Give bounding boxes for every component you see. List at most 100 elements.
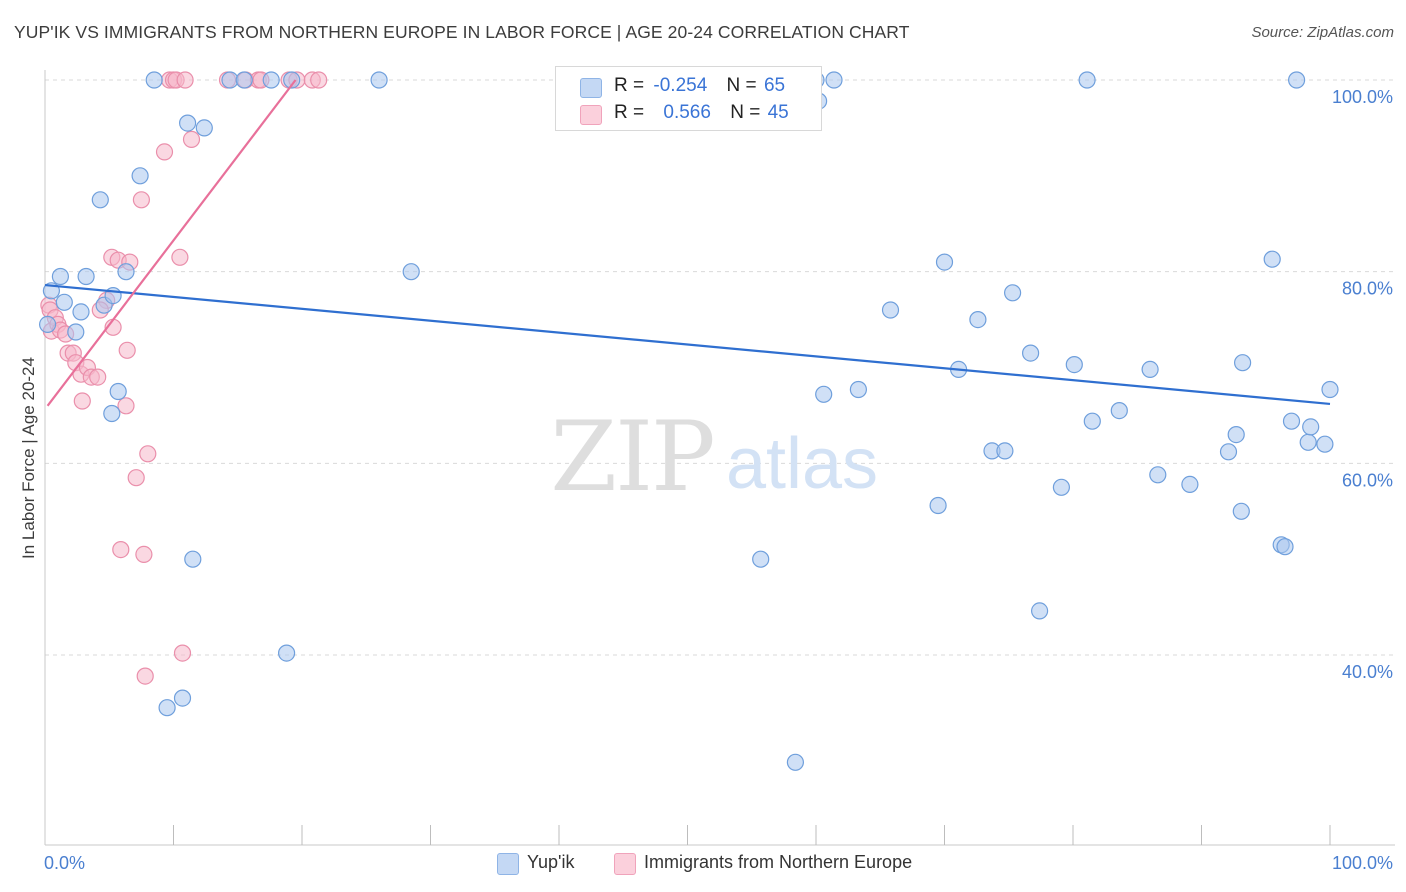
watermark: ZIP atlas xyxy=(550,401,878,513)
point-yupik xyxy=(51,267,70,286)
y-axis-label: In Labor Force | Age 20-24 xyxy=(19,357,38,559)
point-yupik xyxy=(195,119,213,137)
trend-line-yupik xyxy=(44,283,1331,406)
point-immigrants xyxy=(117,397,135,415)
point-immigrants xyxy=(173,644,192,662)
point-yupik xyxy=(1110,402,1128,420)
point-yupik xyxy=(1276,538,1294,556)
point-yupik xyxy=(849,380,868,399)
point-immigrants xyxy=(132,191,150,209)
tick-labels: 40.0% 60.0% 80.0% 100.0% 0.0% 100.0% xyxy=(44,87,1393,873)
point-yupik xyxy=(72,303,90,321)
point-yupik xyxy=(1003,284,1022,302)
point-immigrants xyxy=(127,469,145,487)
point-yupik xyxy=(1052,478,1071,496)
legend-swatch-yupik xyxy=(580,78,602,98)
point-yupik xyxy=(103,404,121,423)
point-yupik xyxy=(969,311,987,329)
point-yupik xyxy=(1316,435,1334,453)
point-yupik xyxy=(1030,602,1049,620)
point-yupik xyxy=(825,71,843,89)
point-yupik xyxy=(1302,418,1320,436)
bottom-legend-swatch-yupik xyxy=(497,853,519,875)
point-immigrants xyxy=(182,130,201,148)
source-credit: Source: ZipAtlas.com xyxy=(1251,24,1394,41)
point-yupik xyxy=(55,293,73,311)
trend-line-immigrants xyxy=(46,79,297,407)
legend-r-value: -0.254 xyxy=(653,75,708,96)
x-tick-label: 100.0% xyxy=(1332,853,1393,873)
point-yupik xyxy=(109,382,127,401)
point-yupik xyxy=(1078,71,1096,89)
point-yupik xyxy=(1227,426,1245,444)
point-immigrants xyxy=(112,540,130,559)
point-yupik xyxy=(91,191,109,209)
y-tick-label: 60.0% xyxy=(1342,470,1393,490)
point-yupik xyxy=(283,71,301,89)
point-immigrants xyxy=(171,248,189,266)
legend-n-label: N = xyxy=(726,75,757,96)
point-yupik xyxy=(179,114,197,132)
legend-r-value: 0.566 xyxy=(663,102,711,123)
point-immigrants xyxy=(118,341,136,359)
x-tick-label: 0.0% xyxy=(44,853,85,873)
point-yupik xyxy=(1299,433,1317,451)
legend-n-value: 45 xyxy=(767,102,789,123)
bottom-legend-label-yupik: Yup'ik xyxy=(527,852,575,872)
point-yupik xyxy=(38,315,57,333)
point-yupik xyxy=(1181,475,1199,493)
grid-lines xyxy=(45,79,1395,656)
point-yupik xyxy=(1282,412,1301,430)
point-yupik xyxy=(1287,71,1306,89)
legend-text-immigrants: R = 0.566 N = 45 xyxy=(614,102,789,124)
point-yupik xyxy=(77,267,95,286)
point-immigrants xyxy=(176,71,194,89)
point-yupik xyxy=(1321,380,1339,399)
legend-n-label: N = xyxy=(730,102,761,123)
trend-lines xyxy=(44,79,1331,407)
y-tick-label: 40.0% xyxy=(1342,662,1393,682)
point-yupik xyxy=(402,263,420,281)
point-yupik xyxy=(929,496,947,515)
chart-title: YUP'IK VS IMMIGRANTS FROM NORTHERN EUROP… xyxy=(14,22,910,42)
series-yupik-points xyxy=(38,71,1339,771)
point-yupik xyxy=(262,71,280,89)
watermark-atlas: atlas xyxy=(726,424,878,504)
y-tick-label: 80.0% xyxy=(1342,279,1393,299)
point-immigrants xyxy=(89,368,107,386)
point-yupik xyxy=(752,550,770,568)
legend-r-label: R = xyxy=(614,102,645,123)
point-immigrants xyxy=(155,143,174,161)
point-yupik xyxy=(935,253,954,271)
bottom-legend-label-immigrants: Immigrants from Northern Europe xyxy=(644,852,913,872)
watermark-zip: ZIP xyxy=(550,401,713,513)
point-yupik xyxy=(881,301,900,319)
y-tick-label: 100.0% xyxy=(1332,87,1393,107)
point-immigrants xyxy=(73,392,91,410)
legend-r-label: R = xyxy=(614,75,645,96)
point-yupik xyxy=(184,550,202,568)
point-yupik xyxy=(278,644,296,662)
point-yupik xyxy=(1263,250,1281,268)
point-yupik xyxy=(815,385,833,403)
point-yupik xyxy=(786,753,805,771)
point-yupik xyxy=(173,689,192,707)
correlation-legend: R = -0.254 N = 65 R = 0.566 N = 45 xyxy=(555,66,822,131)
point-yupik xyxy=(370,71,388,89)
point-yupik xyxy=(131,167,149,185)
point-yupik xyxy=(145,71,163,89)
point-yupik xyxy=(996,442,1014,460)
point-yupik xyxy=(67,323,85,341)
bottom-legend-swatch-immigrants xyxy=(614,853,636,875)
point-yupik xyxy=(1233,354,1252,372)
legend-n-value: 65 xyxy=(763,75,786,96)
point-yupik xyxy=(158,699,176,717)
point-yupik xyxy=(1141,360,1159,378)
point-immigrants xyxy=(136,667,154,685)
axes xyxy=(44,70,1395,846)
point-yupik xyxy=(1232,502,1250,520)
series-immigrants-points xyxy=(40,71,328,685)
point-immigrants xyxy=(135,545,153,564)
point-yupik xyxy=(1021,344,1040,362)
